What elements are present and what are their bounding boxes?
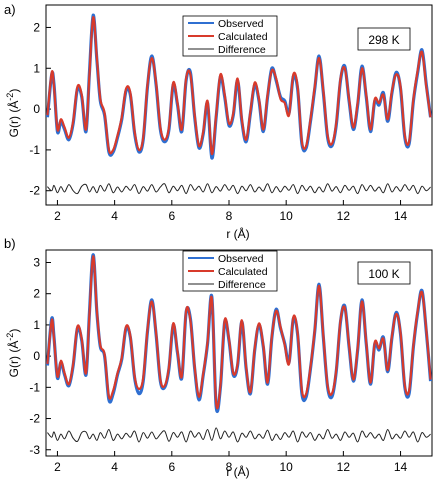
panel-a-annotation: 298 K	[357, 27, 411, 51]
panel-b-xtick-label: 6	[168, 460, 175, 474]
panel-b-calculated-line	[46, 255, 432, 410]
panel-a-xlabel: r (Å)	[226, 226, 249, 241]
panel-a-xtick-label: 4	[111, 209, 118, 223]
panel-b-ylabel: G(r) (Å-2)	[5, 329, 21, 378]
panel-b-legend: Observed Calculated Difference	[182, 250, 278, 292]
panel-a-ylabel-close: )	[7, 89, 21, 93]
panel-a-annotation-box	[357, 27, 411, 51]
panel-b-frame	[45, 249, 433, 457]
panel-a-xtick-label: 2	[54, 209, 61, 223]
panel-a-ytick-label: 2	[33, 20, 40, 34]
panel-b-ytick-label: 0	[33, 349, 40, 363]
panel-a-difference-line	[47, 183, 431, 195]
panel-b-ylabel-close: )	[7, 329, 21, 333]
panel-a-annotation-text: 298 K	[368, 33, 399, 47]
panel-a-label: a)	[4, 2, 16, 17]
panel-a-xtick-label: 8	[226, 209, 233, 223]
panel-b-ytick-label: -2	[29, 412, 40, 426]
panel-b-xtick-label: 4	[111, 460, 118, 474]
panel-b-legend-difference: Difference	[218, 279, 266, 291]
panel-b-legend-calculated: Calculated	[218, 266, 268, 278]
panel-a-frame	[45, 4, 433, 206]
panel-b-xtick-label: 2	[54, 460, 61, 474]
panel-a-legend-calculated: Calculated	[218, 31, 268, 43]
panel-a-ylabel: G(r) (Å-2)	[5, 89, 21, 138]
panel-b-xtick-label: 10	[279, 460, 293, 474]
panel-b-annotation: 100 K	[357, 261, 411, 285]
panel-a-lines	[46, 13, 432, 195]
panel-a-ylabel-sup: -2	[5, 93, 15, 101]
panel-a-xtick-label: 14	[394, 209, 408, 223]
panel-a-ytick-label: -1	[29, 143, 40, 157]
panel-b-xtick-label: 8	[226, 460, 233, 474]
panel-b-lines	[46, 253, 432, 443]
panel-b-ytick-label: 1	[33, 318, 40, 332]
panel-b-ylabel-sup: -2	[5, 333, 15, 341]
panel-a-ytick-label: -2	[29, 184, 40, 198]
panel-a-legend-observed: Observed	[218, 18, 264, 30]
panel-b-ytick-label: 3	[33, 255, 40, 269]
panel-a-xtick-label: 6	[168, 209, 175, 223]
panel-b-ytick-label: -3	[29, 443, 40, 457]
panel-b-ytick-label: -1	[29, 380, 40, 394]
panel-b-xtick-label: 14	[394, 460, 408, 474]
panel-a-calculated-line	[46, 16, 432, 156]
panel-b-ytick-label: 2	[33, 287, 40, 301]
panel-a-ytick-label: 0	[33, 102, 40, 116]
panel-b-difference-line	[47, 427, 431, 443]
panel-a-legend-difference: Difference	[218, 44, 266, 56]
panel-b-xtick-label: 12	[337, 460, 351, 474]
panel-a-ytick-label: 1	[33, 61, 40, 75]
panel-b-xlabel: r (Å)	[226, 464, 249, 479]
panel-a-ylabel-main: G(r) (Å	[6, 101, 21, 138]
panel-a-legend: Observed Calculated Difference	[182, 15, 278, 57]
panel-a-xtick-label: 10	[279, 209, 293, 223]
panel-b-label: b)	[4, 236, 16, 251]
panel-a-xtick-label: 12	[337, 209, 351, 223]
panel-b-legend-observed: Observed	[218, 253, 264, 265]
panel-b-ylabel-main: G(r) (Å	[6, 341, 21, 378]
panel-b-annotation-text: 100 K	[368, 267, 399, 281]
panel-b-annotation-box	[357, 261, 411, 285]
